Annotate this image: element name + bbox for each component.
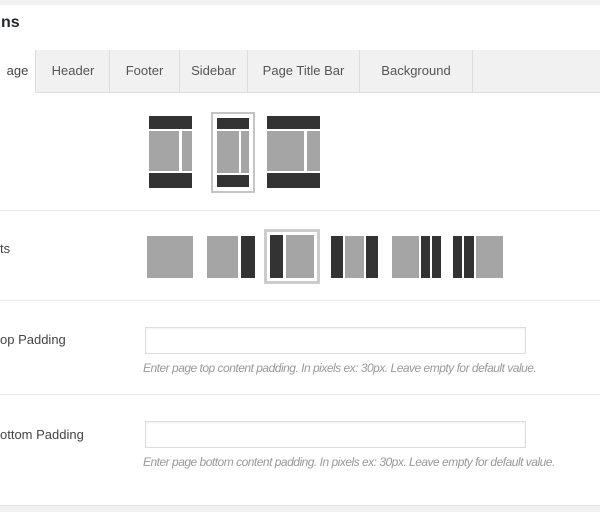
tab-page-label: age — [6, 63, 29, 78]
wide-layout-thumb[interactable] — [149, 116, 192, 188]
thumb-sidebar-area — [182, 131, 192, 171]
bottom-padding-label: ottom Padding — [0, 427, 84, 442]
thumb-header-bar — [217, 118, 249, 129]
double-sidebar-right[interactable] — [392, 236, 441, 278]
tab-page-title-bar-label: Page Title Bar — [262, 63, 345, 78]
tab-sidebar-label: Sidebar — [191, 63, 236, 78]
tab-header-label: Header — [51, 63, 95, 78]
wide-layout-large-thumb[interactable] — [267, 116, 320, 188]
options-tab-bar: age Header Footer Sidebar Page Title Bar… — [0, 50, 600, 93]
sidebar-left[interactable] — [264, 229, 320, 284]
thumb-header-bar — [267, 116, 320, 129]
thumb-footer-bar — [267, 173, 320, 188]
sidebar-right[interactable] — [207, 236, 255, 278]
thumb-sidebar-area — [241, 131, 249, 173]
tab-footer[interactable]: Footer — [110, 50, 180, 92]
page-title: ns — [1, 14, 20, 31]
row-divider — [0, 210, 600, 211]
bottom-page-background-strip — [0, 505, 600, 512]
tab-page[interactable]: age — [0, 50, 36, 93]
thumb-content-area — [267, 131, 304, 171]
bottom-padding-input[interactable] — [145, 421, 526, 448]
thumb-footer-bar — [149, 173, 192, 188]
tab-footer-label: Footer — [125, 63, 164, 78]
top-padding-input[interactable] — [145, 327, 526, 354]
tab-sidebar[interactable]: Sidebar — [180, 50, 248, 92]
sidebar-both[interactable] — [331, 236, 378, 278]
thumb-footer-bar — [217, 175, 249, 187]
bottom-padding-help: Enter page bottom content padding. In pi… — [143, 455, 555, 469]
double-sidebar-left[interactable] — [453, 236, 503, 278]
top-padding-label: op Padding — [0, 332, 66, 347]
tab-background[interactable]: Background — [360, 50, 473, 92]
thumb-content-area — [217, 131, 239, 173]
top-page-background-strip — [0, 0, 600, 5]
thumb-header-bar — [149, 116, 192, 129]
boxed-layout-thumb[interactable] — [211, 112, 255, 193]
tab-background-label: Background — [381, 63, 451, 78]
thumb-sidebar-area — [307, 131, 320, 171]
no-sidebar[interactable] — [147, 236, 193, 278]
tab-page-title-bar[interactable]: Page Title Bar — [248, 50, 360, 92]
tab-header[interactable]: Header — [37, 50, 110, 92]
top-padding-help: Enter page top content padding. In pixel… — [143, 361, 537, 375]
thumb-content-area — [149, 131, 179, 171]
row-divider — [0, 300, 600, 301]
sidebars-label-fragment: ts — [0, 241, 11, 256]
row-divider — [0, 394, 600, 395]
